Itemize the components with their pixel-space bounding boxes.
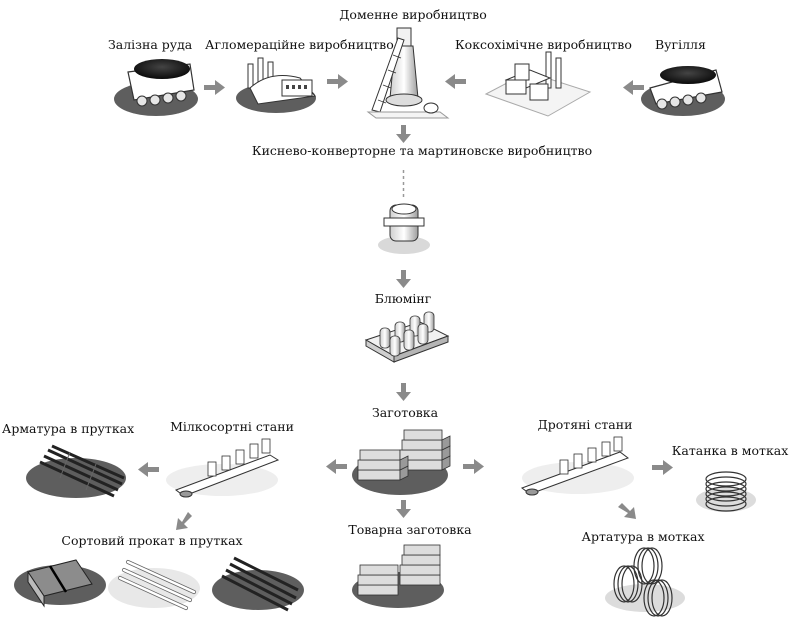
section-bars-dark-bundle-icon [14, 559, 106, 608]
label-commercial-billet: Товарна заготовка [348, 522, 472, 537]
label-section-bars: Сортовий прокат в прутках [61, 533, 243, 548]
arrow-ore-to-sinter [204, 80, 225, 95]
arrow-wire-mills-to-wire-rod [652, 460, 673, 475]
arrow-wire-mills-to-rebar-coils [618, 503, 636, 519]
blooming-ingots-icon [364, 311, 450, 363]
arrow-to-blooming [396, 270, 411, 288]
converter-icon [378, 203, 430, 254]
wire-rod-coil-icon [696, 471, 756, 512]
section-bars-light-bundle-icon [108, 560, 200, 610]
label-rebar-coils: Артатура в мотках [581, 529, 705, 544]
label-coke-production: Коксохімічне виробництво [455, 37, 632, 52]
wire-mills-icon [520, 436, 634, 496]
rebar-bundle-icon [26, 444, 126, 498]
rebar-coils-icon [605, 547, 685, 617]
billet-stacks-icon [352, 429, 451, 495]
commercial-billet-icon [352, 544, 444, 608]
label-small-section-mills: Мілкосортні стани [170, 419, 294, 434]
label-coal: Вугілля [655, 37, 706, 52]
label-wire-mills: Дротяні стани [537, 417, 633, 432]
label-blast-furnace: Доменне виробництво [339, 7, 487, 22]
coal-cart-icon [641, 66, 725, 116]
coke-plant-icon [484, 51, 592, 117]
label-rebar-bars: Арматура в прутках [1, 421, 135, 436]
arrow-small-mills-to-section [176, 512, 192, 530]
section-bars-round-bundle-icon [212, 556, 304, 612]
arrow-billet-to-wire-mills [463, 459, 484, 474]
arrow-billet-to-commercial [396, 500, 411, 518]
arrow-billet-to-small-mills [326, 459, 347, 474]
label-blooming: Блюмінг [374, 291, 432, 306]
arrow-to-billet [396, 383, 411, 401]
arrow-coal-to-coke [623, 80, 644, 95]
arrow-coke-to-blast-furnace [445, 74, 466, 89]
label-billet: Заготовка [371, 405, 439, 420]
arrow-blast-furnace-down [396, 125, 411, 143]
arrow-sinter-to-blast-furnace [327, 74, 348, 89]
sinter-plant-icon [236, 57, 316, 113]
arrow-small-mills-to-rebar [138, 462, 159, 477]
label-wire-rod-coils: Катанка в мотках [671, 443, 789, 458]
iron-ore-cart-icon [114, 59, 198, 116]
label-sinter-production: Агломераційне виробництво [205, 37, 394, 52]
blast-furnace-icon [366, 27, 450, 119]
small-section-mills-icon [166, 438, 280, 498]
label-iron-ore: Залізна руда [108, 37, 193, 52]
label-steelmaking: Кисневo-конверторне та мартиновске вироб… [251, 143, 593, 158]
